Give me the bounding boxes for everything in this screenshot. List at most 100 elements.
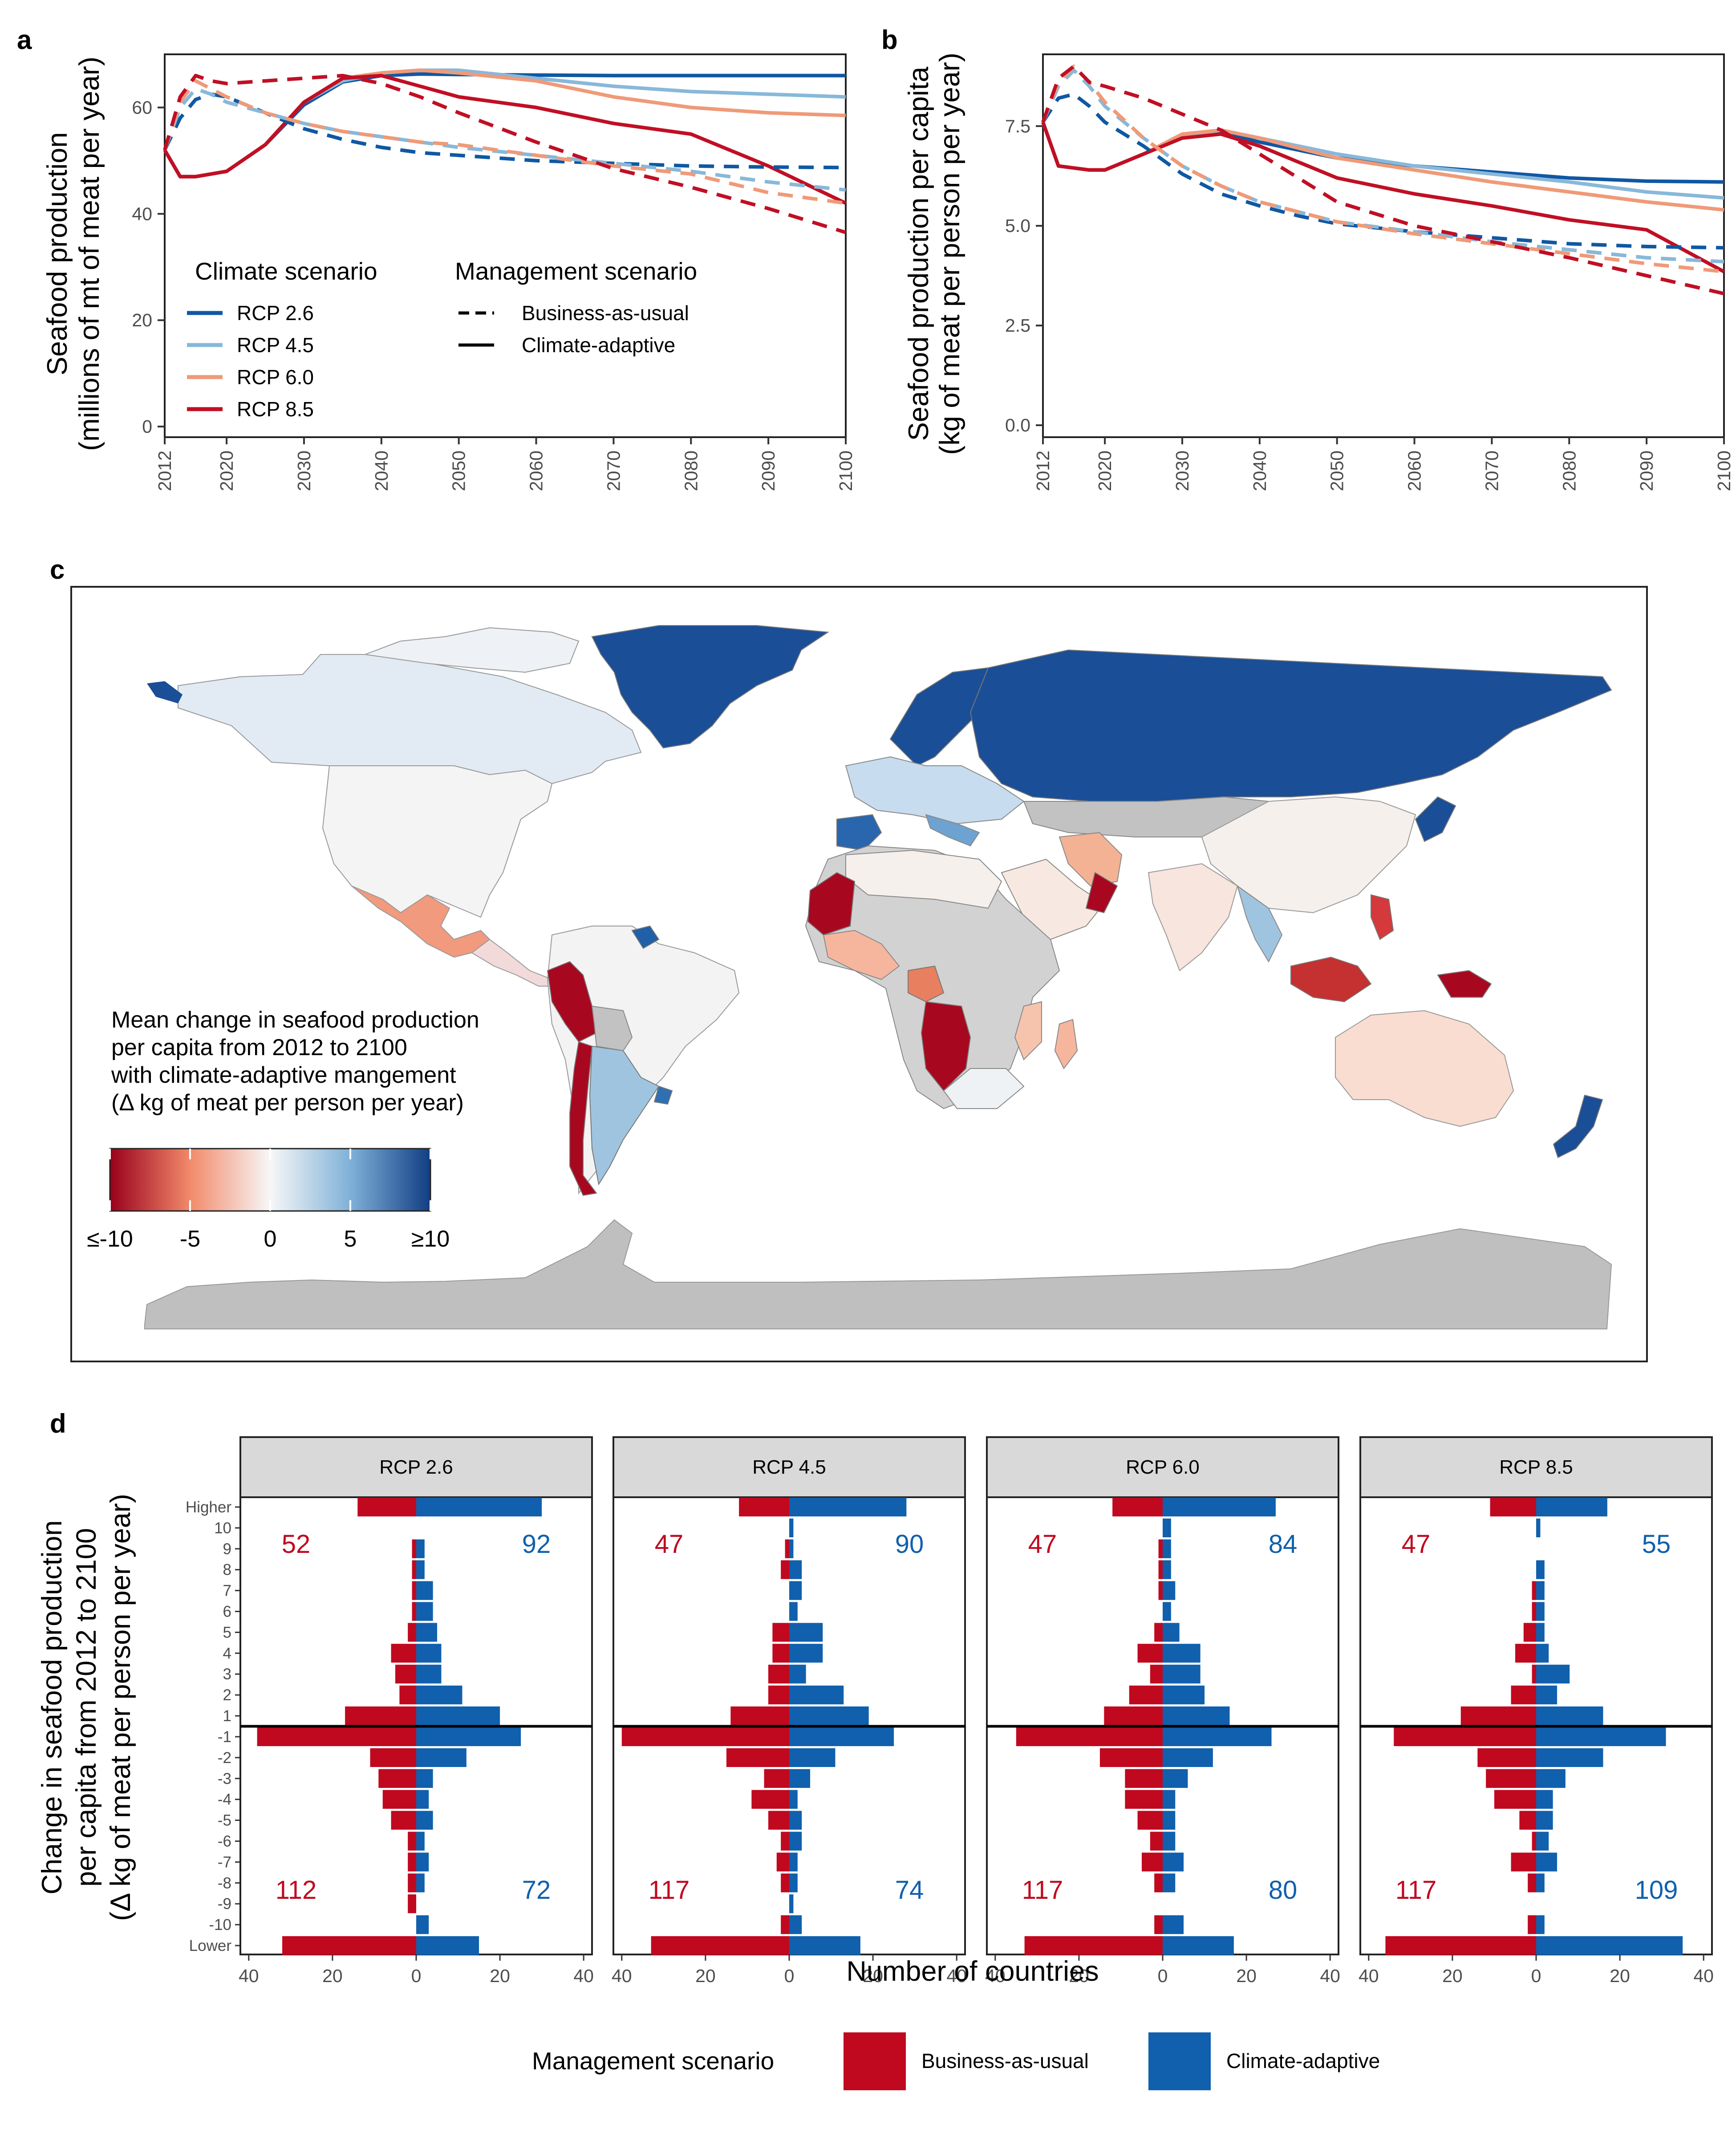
bar-bau: [726, 1748, 789, 1767]
b-ytick-label: 0.0: [1005, 415, 1030, 435]
a-line-85-adaptive: [163, 73, 847, 205]
bar-adaptive: [1163, 1727, 1272, 1747]
a-xtick-label: 2012: [154, 451, 175, 491]
legend-management-title: Management scenario: [455, 257, 697, 285]
b-xtick-label: 2050: [1327, 451, 1347, 491]
bar-bau: [408, 1894, 416, 1914]
d-xtick-label: 0: [784, 1966, 795, 1986]
bar-bau: [382, 1790, 416, 1809]
d-ytick-label: 1: [223, 1707, 231, 1725]
panel-letter-a: a: [17, 25, 32, 55]
panel-d-ylabel-line3: (Δ kg of meat per person per year): [105, 1494, 136, 1921]
bar-adaptive: [1536, 1936, 1683, 1955]
map-new-zealand: [1553, 1094, 1603, 1158]
d-ytick-label: -8: [218, 1874, 231, 1892]
facet-strip-label: RCP 6.0: [1126, 1456, 1200, 1478]
d-ytick-label: -7: [218, 1853, 231, 1871]
map-indonesia: [1290, 956, 1372, 1003]
bar-bau: [1532, 1832, 1536, 1851]
bar-adaptive: [416, 1769, 433, 1788]
bar-bau: [781, 1560, 789, 1579]
a-line-60-bau: [163, 79, 846, 205]
a-xtick-label: 2060: [526, 451, 547, 491]
bar-bau: [768, 1811, 789, 1830]
map-uruguay: [653, 1085, 673, 1105]
map-alaska-tip: [147, 681, 183, 703]
bar-adaptive: [1163, 1811, 1176, 1830]
map-south-africa: [943, 1068, 1025, 1109]
count-top-bau: 47: [1028, 1530, 1057, 1559]
panel-a-series-lines: [163, 68, 847, 234]
bar-adaptive: [416, 1811, 433, 1830]
d-ytick-label: 2: [223, 1686, 231, 1704]
legend-rcp60-label: RCP 6.0: [237, 366, 314, 389]
bar-adaptive: [416, 1873, 425, 1893]
b-xtick-label: 2020: [1095, 451, 1115, 491]
a-line-85-bau: [163, 73, 847, 234]
bar-bau: [1158, 1560, 1163, 1579]
facet-strip-label: RCP 8.5: [1499, 1456, 1573, 1478]
bar-adaptive: [1163, 1748, 1213, 1767]
map-madagascar: [1054, 1019, 1078, 1069]
map-guyana: [631, 925, 660, 949]
b-xtick-label: 2100: [1714, 451, 1734, 491]
bar-adaptive: [1163, 1644, 1201, 1663]
bar-adaptive: [789, 1936, 860, 1955]
map-legend-ticks: ≤-10 -5 0 5 ≥10: [87, 1149, 450, 1252]
b-ytick-label: 5.0: [1005, 215, 1030, 236]
d-xtick-label: 20: [1610, 1966, 1630, 1986]
bar-adaptive: [789, 1894, 794, 1914]
bar-bau: [1460, 1706, 1536, 1726]
bar-bau: [1511, 1853, 1536, 1872]
panel-d-ylabel: Change in seafood production per capita …: [37, 1494, 136, 1921]
map-legend-title-line3: with climate-adaptive mangement: [111, 1062, 456, 1088]
bar-adaptive: [416, 1686, 462, 1705]
panel-letter-d: d: [50, 1409, 66, 1438]
bar-adaptive: [1163, 1560, 1171, 1579]
count-bottom-adaptive: 80: [1269, 1876, 1298, 1905]
bar-adaptive: [1536, 1811, 1553, 1830]
facet-strip: [239, 1436, 593, 1498]
bar-bau: [412, 1602, 416, 1621]
bar-bau: [739, 1497, 789, 1517]
bar-bau: [1125, 1790, 1163, 1809]
facet-strip: [986, 1436, 1339, 1498]
b-xtick-label: 2060: [1404, 451, 1425, 491]
d-xtick-label: 20: [1442, 1966, 1463, 1986]
bar-adaptive: [789, 1748, 836, 1767]
d-xtick-label: 40: [1359, 1966, 1379, 1986]
bar-bau: [781, 1873, 789, 1893]
a-ytick-label: 0: [142, 416, 152, 437]
bar-adaptive: [789, 1873, 798, 1893]
bar-adaptive: [789, 1915, 802, 1934]
a-line-26-bau: [163, 92, 846, 170]
bar-bau: [776, 1853, 789, 1872]
bar-adaptive: [1536, 1686, 1558, 1705]
d-xtick-label: 0: [1158, 1966, 1168, 1986]
bar-adaptive: [1536, 1665, 1570, 1684]
legend-rcp85-label: RCP 8.5: [237, 398, 314, 421]
panel-a-legend: Climate scenario RCP 2.6 RCP 4.5 RCP 6.0…: [187, 257, 697, 421]
legend-adaptive-swatch: [1148, 2032, 1211, 2090]
bar-adaptive: [1163, 1602, 1171, 1621]
count-top-adaptive: 90: [895, 1530, 924, 1559]
a-xtick-label: 2040: [371, 451, 392, 491]
bar-adaptive: [789, 1644, 823, 1663]
map-antarctica: [144, 1219, 1612, 1329]
bar-adaptive: [1536, 1873, 1545, 1893]
bar-adaptive: [1163, 1873, 1176, 1893]
bar-adaptive: [1163, 1539, 1171, 1558]
bar-adaptive: [1536, 1790, 1553, 1809]
legend-climate-title: Climate scenario: [195, 257, 377, 285]
bar-adaptive: [1163, 1915, 1184, 1934]
d-ytick-label: 10: [214, 1519, 231, 1537]
bar-bau: [391, 1811, 416, 1830]
bar-bau: [408, 1873, 416, 1893]
legend-adaptive-label: Climate-adaptive: [522, 333, 675, 357]
a-xtick-label: 2050: [449, 451, 469, 491]
bar-bau: [730, 1706, 789, 1726]
bar-bau: [395, 1665, 416, 1684]
bar-bau: [1394, 1727, 1536, 1747]
bar-bau: [1137, 1644, 1163, 1663]
